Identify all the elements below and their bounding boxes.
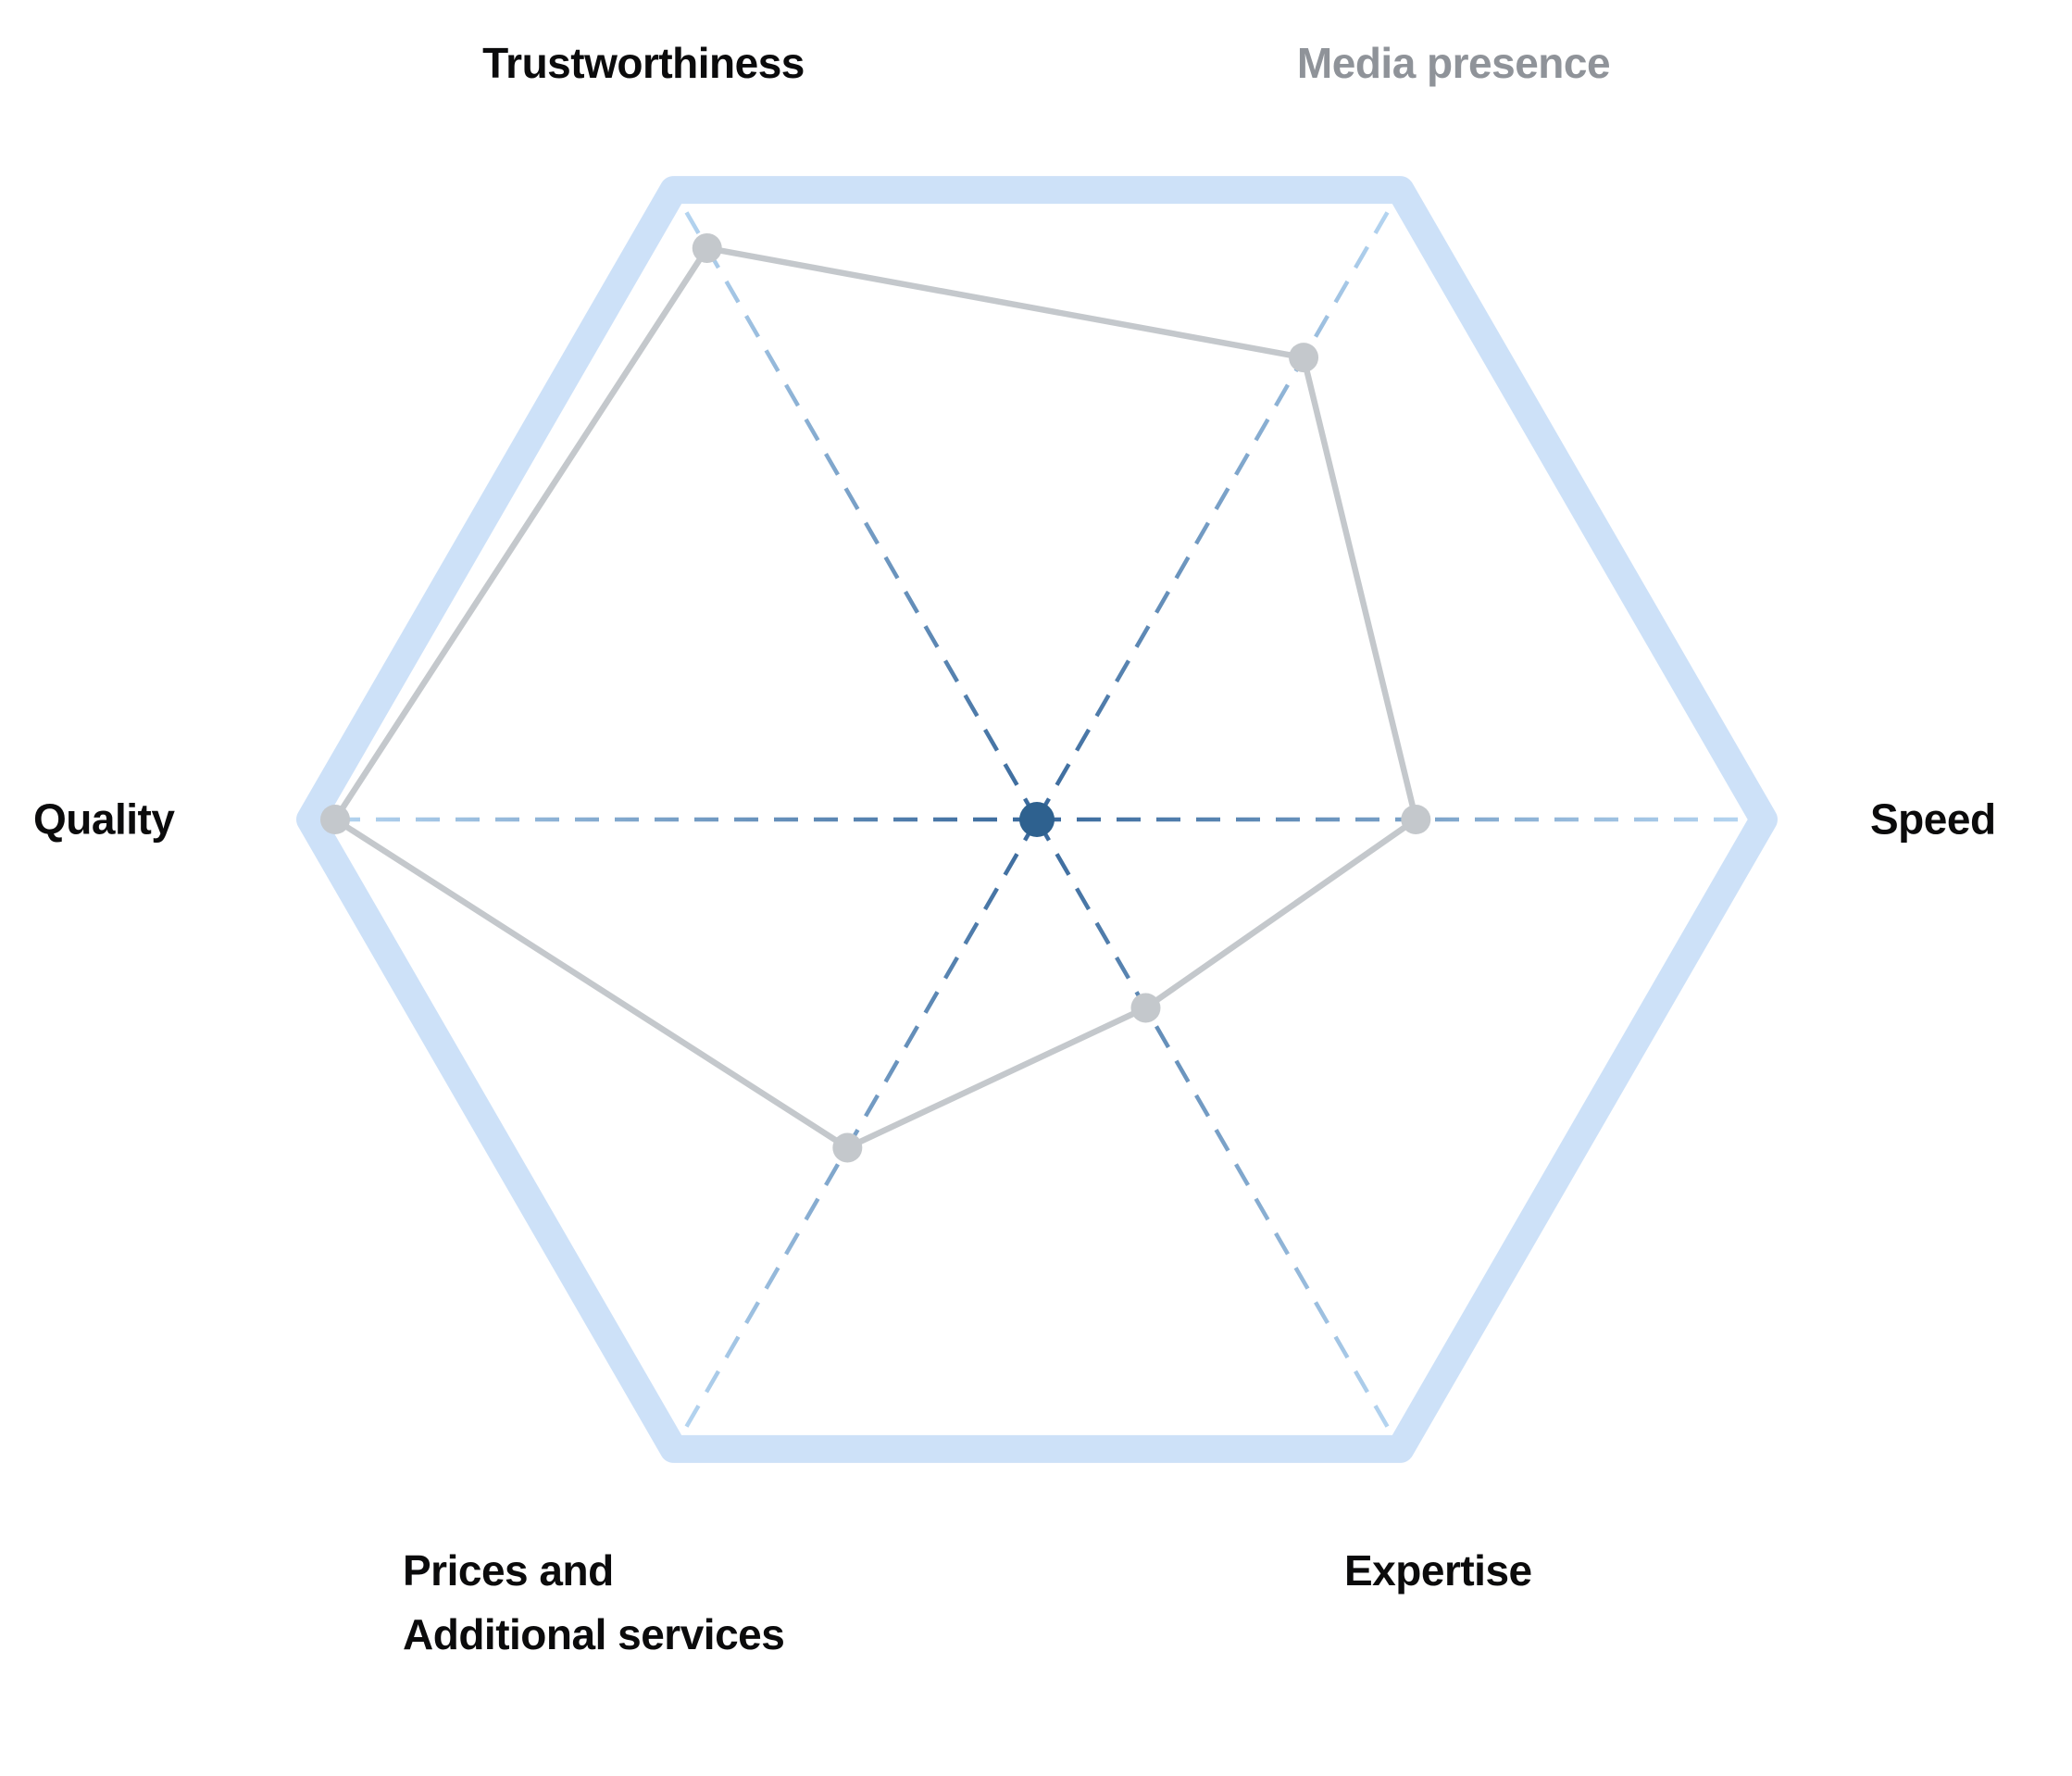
axis-line-3: [1035, 818, 1390, 1429]
data-point-3: [1130, 993, 1161, 1023]
data-point-0: [692, 232, 722, 263]
axis-line-0: [684, 210, 1039, 821]
axis-label-prices-additional-services: Prices and Additional services: [403, 1546, 785, 1658]
axis-line-4: [684, 818, 1039, 1429]
axis-label-expertise: Expertise: [1344, 1546, 1532, 1595]
center-dot: [1019, 802, 1055, 837]
data-point-2: [1401, 805, 1431, 834]
data-point-5: [320, 805, 350, 834]
data-polygon: [331, 244, 1419, 1151]
axis-label-speed: Speed: [1870, 794, 1996, 844]
data-point-4: [832, 1132, 863, 1163]
axis-line-1: [1035, 210, 1390, 821]
axis-label-media-presence: Media presence: [1296, 39, 1611, 87]
hexagon-outline: [296, 176, 1778, 1463]
axis-label-quality: Quality: [33, 794, 175, 844]
axis-label-trustworthiness: Trustworthiness: [482, 39, 805, 87]
data-point-1: [1289, 343, 1319, 373]
